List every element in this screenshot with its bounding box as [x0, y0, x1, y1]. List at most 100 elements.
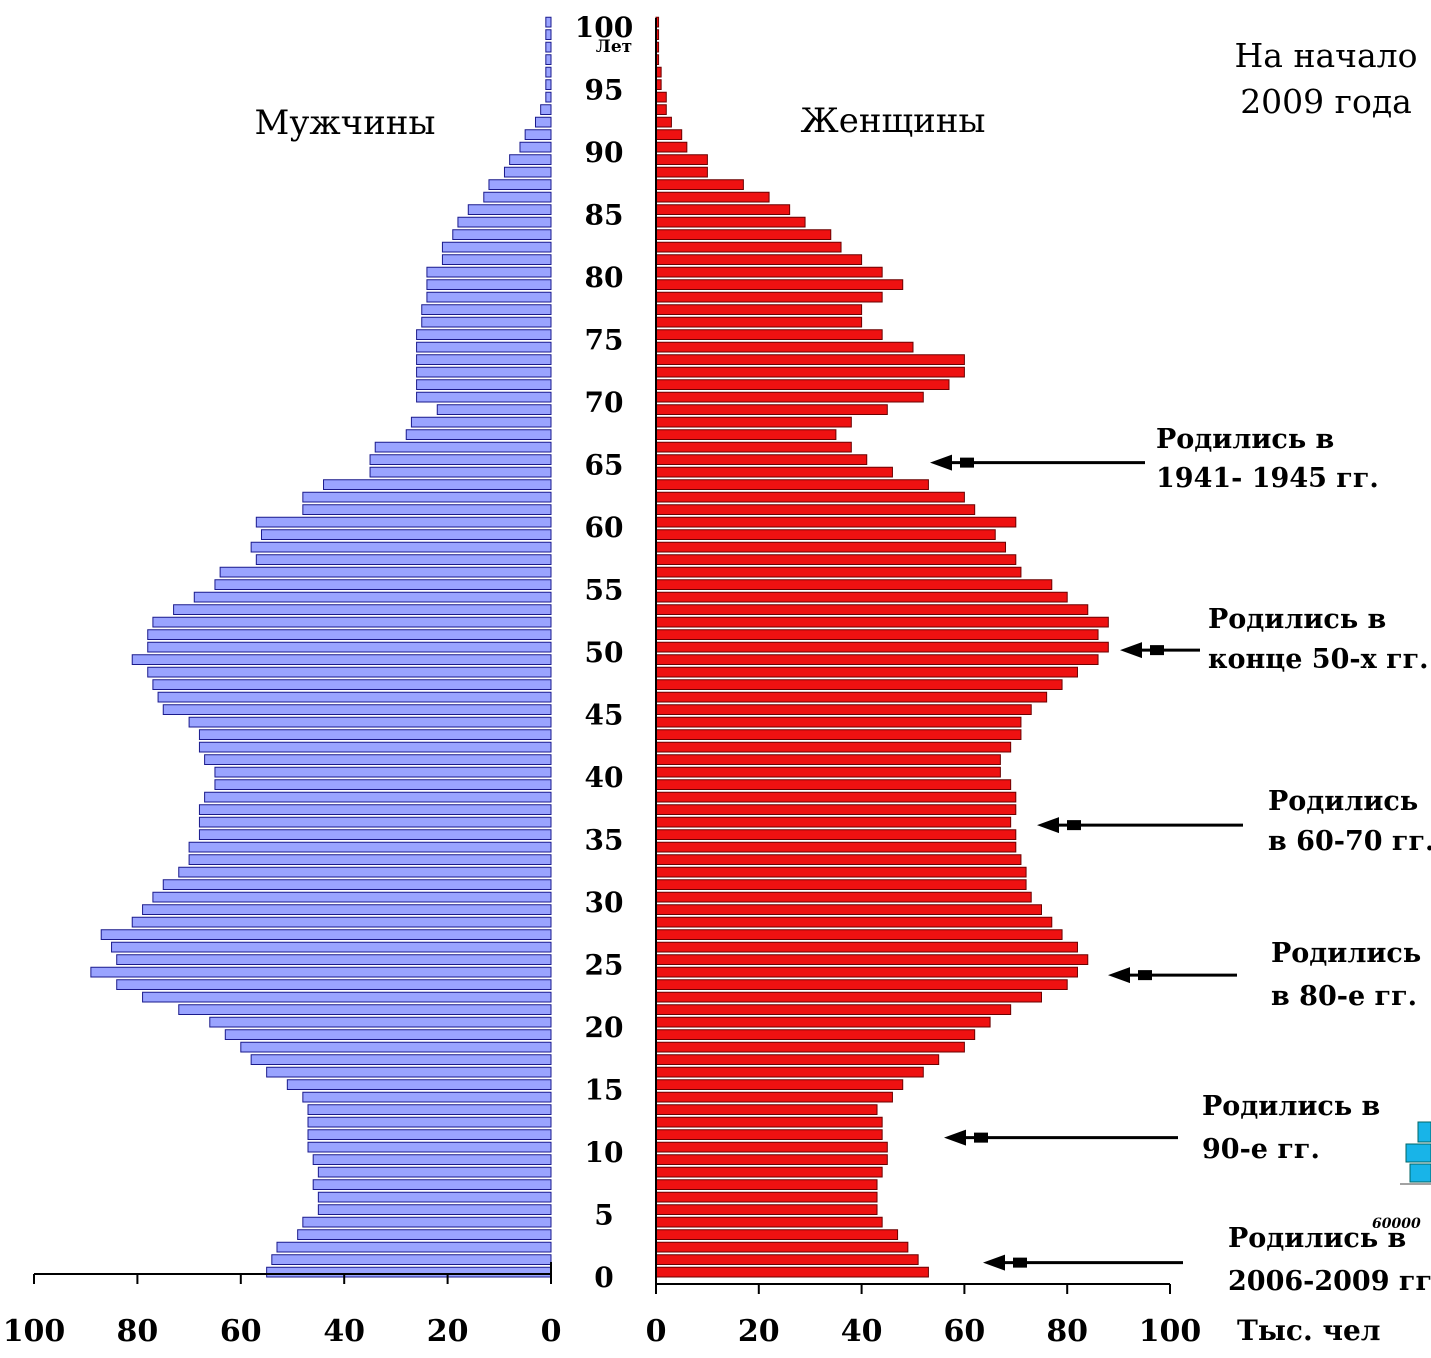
annotation-text-line-2: конце 50-х гг. [1208, 644, 1429, 675]
women-x-tick-100: 100 [1139, 1314, 1202, 1349]
annotation-arrow-head [1037, 817, 1059, 834]
women-bar-age-43 [655, 729, 1022, 740]
annotations: Родились в 1941- 1945 гг. Родились в конце … [930, 424, 1431, 1297]
women-bar-age-79 [655, 279, 904, 290]
annotation-text-line-1: Родились в [1156, 424, 1334, 455]
axes [34, 18, 1170, 1285]
age-tick-20: 20 [585, 1011, 624, 1044]
men-bar-age-57 [255, 554, 552, 565]
men-bar-age-90 [519, 141, 552, 153]
annotation-text-line-2: в 60-70 гг. [1268, 826, 1431, 857]
women-bar-age-35 [655, 829, 1017, 840]
women-bar-age-63 [655, 479, 929, 490]
annotation-text-line-2: 2006-2009 гг. [1228, 1266, 1431, 1297]
men-bar-age-73 [416, 354, 552, 365]
women-bar-age-61 [655, 504, 976, 515]
men-bar-age-5 [317, 1204, 552, 1215]
women-bar-age-60 [655, 516, 1017, 528]
title-line-1: На начало [1235, 36, 1418, 75]
men-bar-age-85 [467, 204, 552, 215]
annotation-arrow-head [1108, 967, 1130, 984]
age-axis-unit-label: Лет [596, 37, 632, 57]
men-bar-age-22 [142, 991, 552, 1003]
men-bar-age-32 [178, 866, 552, 878]
women-bar-age-87 [655, 179, 744, 190]
age-tick-75: 75 [585, 324, 624, 357]
men-bar-age-99 [545, 29, 552, 40]
men-bar-age-33 [188, 854, 552, 865]
men-bar-age-17 [250, 1054, 552, 1065]
women-bar-age-6 [655, 1191, 878, 1203]
women-bar-age-86 [655, 191, 770, 203]
women-bar-age-66 [655, 441, 852, 453]
women-bar-age-90 [655, 141, 688, 153]
men-bar-age-23 [116, 979, 552, 990]
men-bar-age-94 [545, 91, 552, 103]
women-bar-age-91 [655, 129, 683, 140]
women-bar-age-78 [655, 291, 883, 303]
men-bars [90, 16, 552, 1278]
women-bar-age-71 [655, 379, 950, 390]
annotation-arrow-marker [974, 1132, 988, 1143]
women-bar-age-28 [655, 916, 1053, 928]
men-bar-age-19 [224, 1029, 552, 1040]
women-bar-age-68 [655, 416, 852, 428]
men-bar-age-18 [240, 1041, 552, 1053]
annotation-text-line-1: Родились [1271, 938, 1421, 969]
women-bar-age-3 [655, 1229, 899, 1240]
annotation-arrow-head [1120, 642, 1142, 659]
women-bar-age-57 [655, 554, 1017, 565]
men-bar-age-83 [452, 229, 552, 240]
men-bar-age-96 [545, 66, 552, 78]
women-bar-age-89 [655, 154, 708, 165]
men-bar-age-65 [369, 454, 552, 465]
men-bar-age-77 [421, 304, 552, 315]
annotation-arrow-marker [960, 457, 974, 468]
age-axis-ticks: 1009590858075706560555045403530252015105… [575, 11, 633, 1294]
men-bar-age-66 [374, 441, 552, 453]
men-bar-age-60 [255, 516, 552, 528]
annotation-text-line-2: в 80-е гг. [1271, 981, 1417, 1012]
men-bar-age-15 [286, 1079, 552, 1090]
clipped-inset-label: 60000 [1372, 1216, 1421, 1232]
women-bar-age-72 [655, 366, 965, 378]
annotation-text-line-2: 90-е гг. [1202, 1134, 1320, 1165]
annotation-arrow-head [983, 1254, 1005, 1271]
women-bar-age-81 [655, 254, 863, 265]
women-bar-age-55 [655, 579, 1053, 590]
women-bar-age-54 [655, 591, 1068, 603]
women-bar-age-92 [655, 116, 672, 128]
women-bar-age-2 [655, 1241, 909, 1253]
men-bar-age-49 [131, 654, 552, 665]
age-tick-0: 0 [594, 1261, 613, 1294]
men-x-tick-80: 80 [117, 1314, 159, 1349]
women-bar-age-20 [655, 1016, 991, 1028]
age-tick-25: 25 [585, 949, 624, 982]
men-bar-age-95 [545, 79, 552, 90]
women-bar-age-30 [655, 891, 1032, 903]
men-bar-age-37 [198, 804, 552, 815]
men-bar-age-14 [302, 1091, 552, 1103]
men-bar-age-79 [426, 279, 552, 290]
men-bar-age-46 [157, 691, 552, 703]
women-bar-age-23 [655, 979, 1068, 990]
women-x-tick-60: 60 [944, 1314, 986, 1349]
women-bar-age-36 [655, 816, 1012, 828]
women-bar-age-76 [655, 316, 863, 328]
men-label: Мужчины [255, 103, 436, 143]
age-tick-85: 85 [585, 199, 624, 232]
age-tick-50: 50 [585, 636, 624, 669]
men-bar-age-12 [307, 1116, 552, 1128]
women-bar-age-27 [655, 929, 1063, 940]
men-bar-age-81 [441, 254, 552, 265]
women-x-tick-0: 0 [646, 1314, 667, 1349]
women-bar-age-85 [655, 204, 791, 215]
age-tick-5: 5 [594, 1199, 613, 1232]
men-bar-age-78 [426, 291, 552, 303]
women-bar-age-80 [655, 266, 883, 278]
women-bar-age-51 [655, 629, 1099, 640]
men-bar-age-71 [416, 379, 552, 390]
women-label: Женщины [801, 101, 986, 141]
annotation-arrow-marker [1138, 970, 1152, 981]
annotation-arrow-head [944, 1129, 966, 1146]
